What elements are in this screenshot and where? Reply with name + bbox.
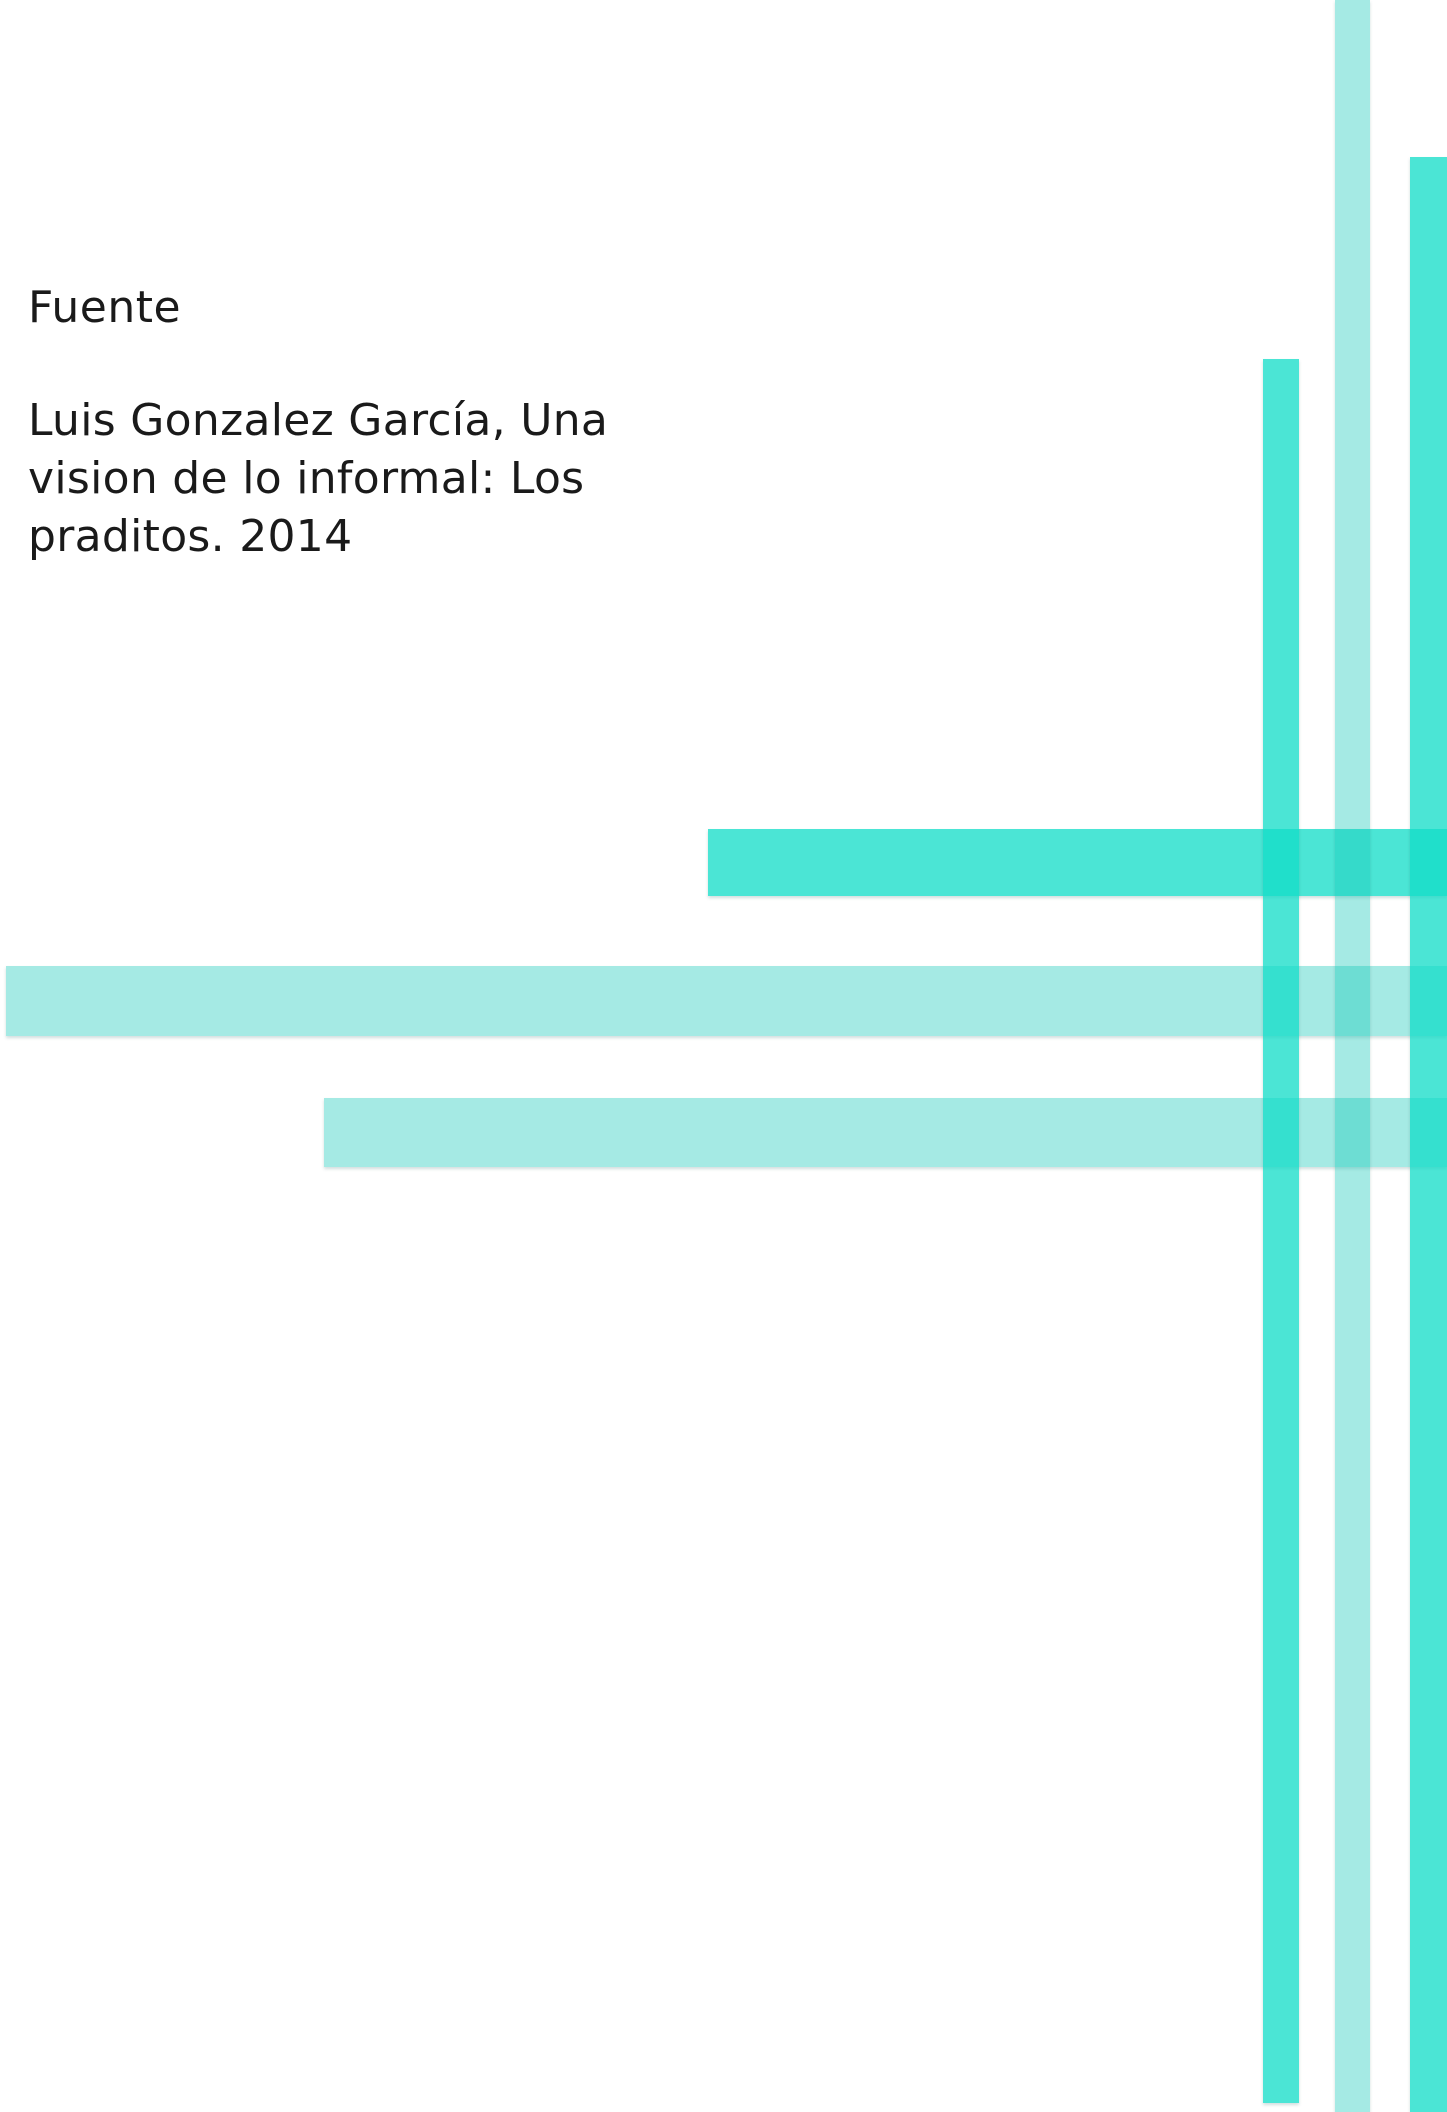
decorative-vertical-bar-left (1263, 359, 1299, 2103)
source-heading: Fuente (28, 282, 182, 333)
source-citation: Luis Gonzalez García, Una vision de lo i… (28, 392, 668, 566)
citation-line: vision de lo informal: Los (28, 453, 585, 504)
decorative-vertical-bar-right (1410, 157, 1447, 2112)
decorative-vertical-bar-middle (1335, 0, 1370, 2112)
source-text-block: Fuente Luis Gonzalez García, Una vision … (28, 280, 668, 566)
decorative-horizontal-bar-top (708, 829, 1447, 896)
decorative-horizontal-bar-bottom (324, 1098, 1447, 1167)
citation-line: praditos. 2014 (28, 511, 353, 562)
citation-line: Luis Gonzalez García, Una (28, 395, 609, 446)
decorative-horizontal-bar-middle (6, 966, 1447, 1036)
